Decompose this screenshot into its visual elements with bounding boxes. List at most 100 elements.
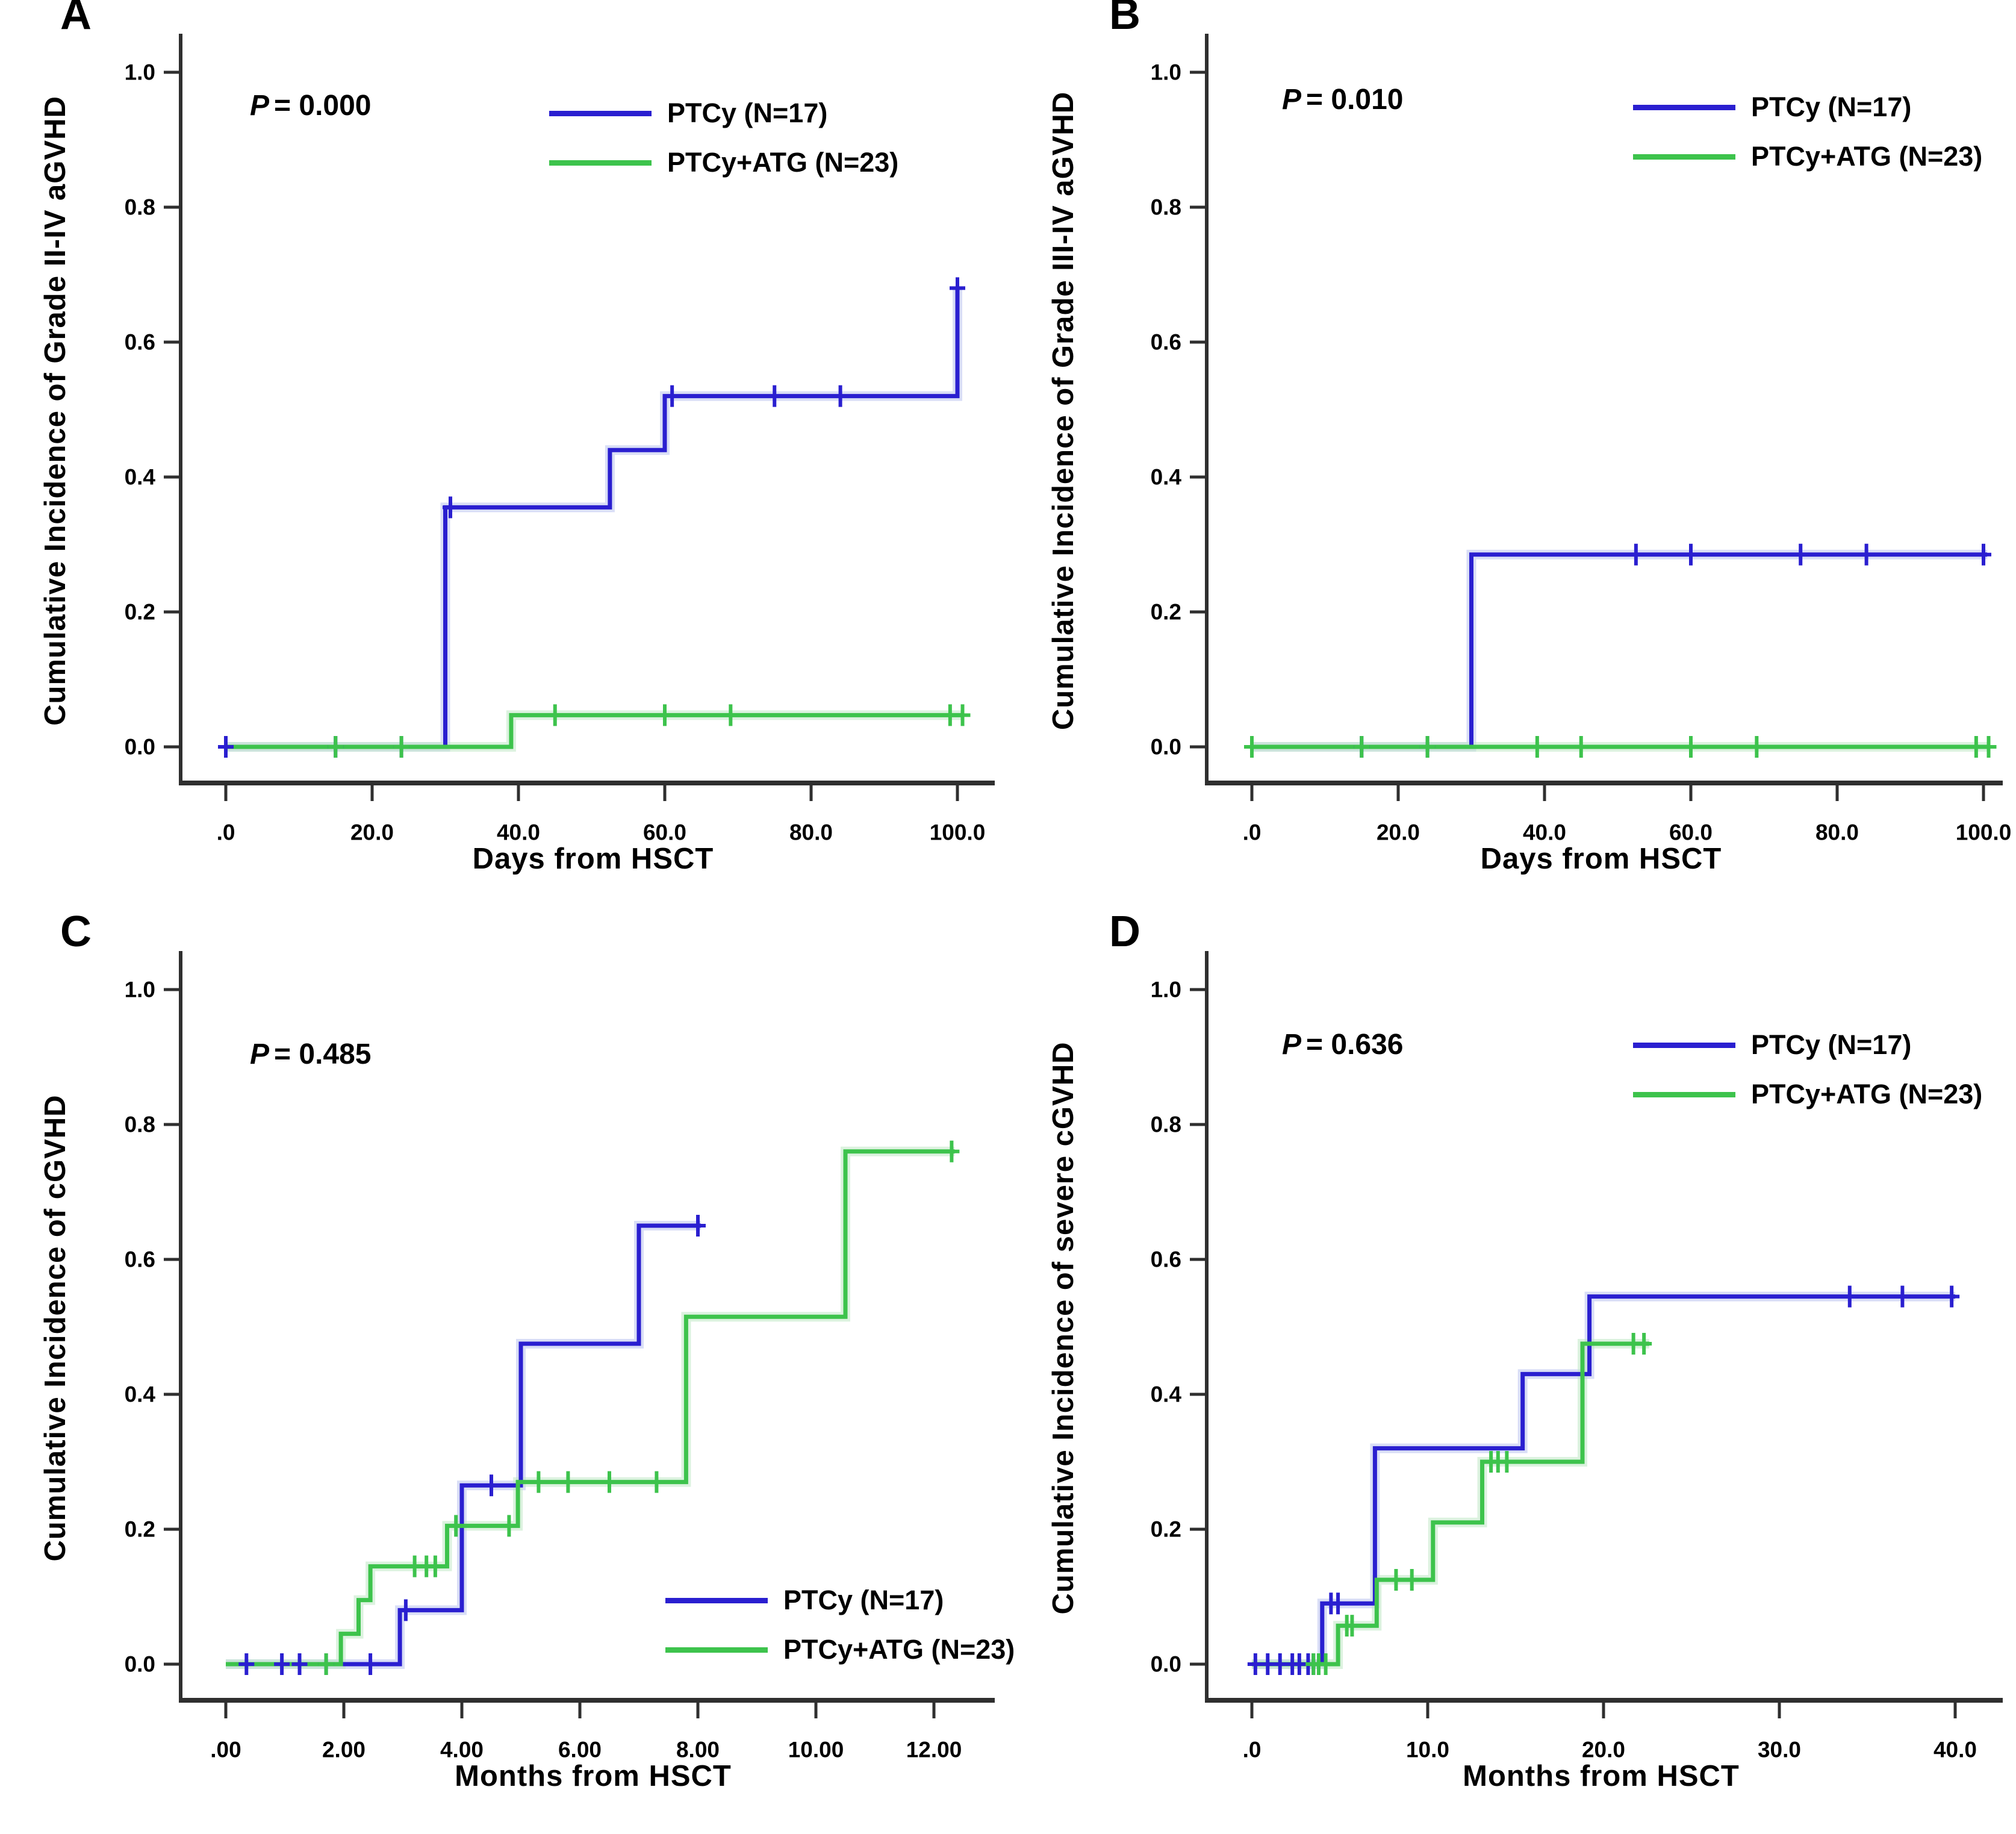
panel-label: B: [1109, 0, 1140, 39]
series-ptcy-halo: [1252, 1291, 1955, 1669]
y-tick-label: 0.0: [1151, 1652, 1181, 1677]
x-tick-label: 40.0: [1523, 820, 1566, 845]
legend-label: PTCy (N=17): [1751, 92, 1912, 122]
series-ptcy-halo: [1252, 549, 1988, 752]
legend: PTCy (N=17) PTCy+ATG (N=23): [665, 1585, 1015, 1665]
p-text: = 0.636: [1306, 1029, 1404, 1061]
x-tick-label: 6.00: [558, 1738, 602, 1762]
panel-b-chart: 0.0 0.2 0.4 0.6 0.8 1.0 .0 20.0 40.0 60.0 80.0 100.…: [1151, 34, 2012, 845]
panel-a: 0.0 0.2 0.4 0.6 0.8 1.0 .0 20.0 40.0 60.0 80.0 100.…: [0, 0, 1008, 917]
series-ptcy-curve: [226, 288, 960, 749]
p-symbol: P: [250, 90, 270, 122]
legend-item-ptcy-atg: PTCy+ATG (N=23): [1633, 141, 1982, 172]
legend-item-ptcy: PTCy (N=17): [549, 98, 898, 129]
y-tick-label: 0.4: [1151, 1382, 1182, 1407]
legend-line-ptcy: [1633, 104, 1735, 110]
y-tick-label: 0.2: [125, 1517, 155, 1542]
y-tick-label: 0.4: [1151, 465, 1182, 490]
legend-item-ptcy-atg: PTCy+ATG (N=23): [665, 1634, 1015, 1665]
legend-label: PTCy (N=17): [667, 98, 828, 128]
panel-c: 0.0 0.2 0.4 0.6 0.8 1.0 .00 2.00 4.00 6.00 8.00 10.…: [0, 910, 1015, 1834]
legend-item-ptcy-atg: PTCy+ATG (N=23): [549, 147, 898, 178]
x-tick-label: 100.0: [930, 820, 986, 845]
x-tick-label: .00: [210, 1738, 241, 1762]
panel-a-chart: 0.0 0.2 0.4 0.6 0.8 1.0 .0 20.0 40.0 60.0 80.0 100.…: [125, 34, 995, 845]
panel-d: 0.0 0.2 0.4 0.6 0.8 1.0 .0 10.0 20.0 30.0 40.0 D C…: [1008, 910, 2016, 1834]
y-axis-title: Cumulative Incidence of Grade II-IV aGVH…: [39, 96, 72, 726]
p-value: P = 0.000: [250, 89, 372, 122]
panel-label: D: [1109, 908, 1140, 956]
legend: PTCy (N=17) PTCy+ATG (N=23): [549, 98, 898, 178]
legend-line-ptcy: [1633, 1042, 1735, 1048]
y-tick-label: 0.6: [1151, 1247, 1181, 1272]
x-tick-label: 10.0: [1406, 1738, 1449, 1762]
x-axis-title: Days from HSCT: [1480, 843, 1722, 875]
x-tick-label: 2.00: [322, 1738, 366, 1762]
x-tick-label: 100.0: [1956, 820, 2012, 845]
legend: PTCy (N=17) PTCy+ATG (N=23): [1633, 1029, 1982, 1110]
x-tick-label: 12.00: [906, 1738, 962, 1762]
panel-c-chart: 0.0 0.2 0.4 0.6 0.8 1.0 .00 2.00 4.00 6.00 8.00 10.…: [125, 951, 995, 1762]
y-tick-label: 0.0: [1151, 735, 1181, 759]
series-ptcy_atg-halo: [1252, 1339, 1649, 1669]
legend-line-ptcy: [549, 110, 652, 116]
legend-item-ptcy: PTCy (N=17): [1633, 92, 1982, 123]
x-axis-title: Days from HSCT: [472, 843, 714, 875]
p-value: P = 0.010: [1282, 83, 1404, 116]
legend-line-ptcy-atg: [665, 1647, 768, 1653]
y-axis-title: Cumulative Incidence of severe cGVHD: [1047, 1041, 1080, 1615]
x-tick-label: .0: [1243, 1738, 1262, 1762]
legend-label: PTCy+ATG (N=23): [1751, 1079, 1983, 1109]
x-tick-label: .0: [1243, 820, 1262, 845]
legend-label: PTCy+ATG (N=23): [1751, 141, 1983, 172]
y-tick-label: 1.0: [125, 60, 155, 85]
x-tick-label: 30.0: [1758, 1738, 1801, 1762]
x-tick-label: 20.0: [1582, 1738, 1625, 1762]
panel-label: C: [60, 908, 92, 956]
legend-item-ptcy: PTCy (N=17): [1633, 1029, 1982, 1061]
legend-label: PTCy (N=17): [783, 1585, 944, 1615]
legend-line-ptcy-atg: [1633, 154, 1735, 160]
y-tick-label: 1.0: [1151, 978, 1181, 1002]
x-tick-label: .0: [217, 820, 235, 845]
p-value: P = 0.636: [1282, 1028, 1404, 1061]
y-tick-label: 0.8: [125, 195, 155, 220]
x-tick-label: 80.0: [1815, 820, 1859, 845]
y-tick-label: 0.4: [125, 1382, 156, 1407]
legend-item-ptcy-atg: PTCy+ATG (N=23): [1633, 1079, 1982, 1110]
y-tick-label: 1.0: [1151, 60, 1181, 85]
panel-d-chart: 0.0 0.2 0.4 0.6 0.8 1.0 .0 10.0 20.0 30.0 40.0: [1151, 951, 2003, 1762]
y-tick-label: 0.6: [125, 1247, 155, 1272]
y-tick-label: 0.8: [125, 1112, 155, 1137]
legend-line-ptcy-atg: [549, 160, 652, 166]
x-tick-label: 4.00: [440, 1738, 484, 1762]
y-tick-label: 0.4: [125, 465, 156, 490]
x-axis-title: Months from HSCT: [1463, 1760, 1740, 1792]
legend: PTCy (N=17) PTCy+ATG (N=23): [1633, 92, 1982, 172]
x-tick-label: 40.0: [1934, 1738, 1977, 1762]
x-tick-label: 80.0: [789, 820, 833, 845]
series-ptcy-curve: [1252, 1294, 1955, 1667]
y-tick-label: 0.2: [125, 600, 155, 625]
x-tick-label: 60.0: [1669, 820, 1713, 845]
legend-item-ptcy: PTCy (N=17): [665, 1585, 1015, 1616]
legend-line-ptcy: [665, 1597, 768, 1603]
p-value: P = 0.485: [250, 1038, 372, 1071]
y-tick-label: 0.2: [1151, 600, 1181, 625]
p-symbol: P: [250, 1038, 270, 1070]
x-tick-label: 20.0: [1377, 820, 1420, 845]
y-tick-label: 0.8: [1151, 195, 1181, 220]
y-tick-label: 0.0: [125, 1652, 155, 1677]
x-tick-label: 60.0: [643, 820, 686, 845]
series-ptcy-curve: [1252, 552, 1988, 749]
legend-label: PTCy+ATG (N=23): [667, 147, 899, 178]
x-tick-label: 20.0: [350, 820, 394, 845]
x-tick-label: 8.00: [676, 1738, 720, 1762]
x-tick-label: 40.0: [497, 820, 540, 845]
y-tick-label: 1.0: [125, 978, 155, 1002]
legend-label: PTCy+ATG (N=23): [783, 1634, 1015, 1665]
x-tick-label: 10.00: [788, 1738, 844, 1762]
panel-b: 0.0 0.2 0.4 0.6 0.8 1.0 .0 20.0 40.0 60.0 80.0 100.…: [1008, 0, 2016, 917]
x-axis-title: Months from HSCT: [455, 1760, 732, 1792]
y-tick-label: 0.6: [1151, 330, 1181, 355]
